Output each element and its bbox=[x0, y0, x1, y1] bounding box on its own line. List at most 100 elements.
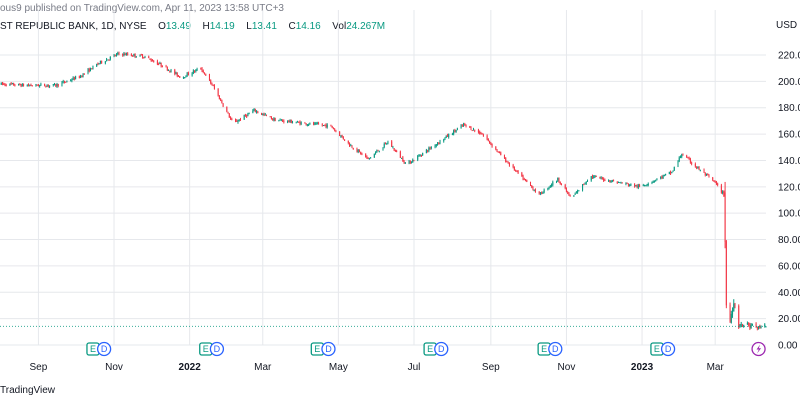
candle bbox=[583, 183, 585, 186]
candle bbox=[604, 178, 606, 182]
candle-body bbox=[534, 189, 536, 193]
candle bbox=[344, 139, 346, 142]
candle bbox=[20, 83, 22, 88]
candle bbox=[125, 52, 127, 56]
candle-body bbox=[83, 73, 85, 75]
candle bbox=[482, 133, 484, 137]
candle-body bbox=[764, 324, 766, 327]
candle-body bbox=[254, 109, 256, 112]
y-tick-label: 220.00 bbox=[778, 51, 800, 62]
candle-body bbox=[65, 81, 67, 83]
candle-body bbox=[339, 131, 341, 137]
x-tick-label: Mar bbox=[707, 362, 725, 373]
candle-body bbox=[422, 152, 424, 156]
candle bbox=[610, 180, 612, 183]
candle-body bbox=[283, 120, 285, 122]
candle-body bbox=[373, 153, 375, 158]
symbol-name: ST REPUBLIC BANK, 1D, NYSE bbox=[0, 21, 147, 32]
candle-body bbox=[402, 157, 404, 162]
candle bbox=[704, 172, 706, 177]
candle-body bbox=[448, 134, 450, 138]
candle-body bbox=[166, 67, 168, 71]
candle bbox=[599, 176, 601, 179]
candle-body bbox=[370, 157, 372, 159]
candle-body bbox=[263, 114, 265, 116]
candle-body bbox=[759, 326, 761, 329]
candle bbox=[760, 325, 762, 329]
candle-body bbox=[187, 72, 189, 75]
candle bbox=[279, 118, 281, 121]
candle-body bbox=[533, 190, 535, 192]
candle-body bbox=[300, 122, 302, 124]
candle-body bbox=[497, 151, 499, 153]
time-axis[interactable]: Sep Nov 2022 Mar May Jul Sep Nov 2023 Mar bbox=[30, 362, 725, 373]
candle bbox=[722, 190, 724, 195]
candle bbox=[549, 184, 551, 188]
candle-body bbox=[140, 54, 142, 56]
candle bbox=[273, 117, 275, 122]
candle bbox=[600, 176, 602, 180]
candle bbox=[521, 171, 523, 177]
candle-body bbox=[575, 192, 577, 194]
candle bbox=[70, 79, 72, 82]
candle bbox=[456, 127, 458, 131]
candle-body bbox=[662, 175, 664, 179]
candle bbox=[326, 123, 328, 129]
candle-body bbox=[160, 62, 162, 67]
candle-body bbox=[5, 84, 7, 86]
event-badge bbox=[96, 341, 112, 357]
candle bbox=[505, 157, 507, 163]
candle bbox=[99, 60, 101, 65]
candle-body bbox=[47, 84, 49, 87]
candle-body bbox=[200, 68, 202, 70]
candle-body bbox=[127, 53, 129, 55]
candle-body bbox=[565, 187, 567, 192]
candle bbox=[376, 149, 378, 153]
candle-body bbox=[455, 129, 457, 133]
candle-body bbox=[465, 124, 467, 126]
candle bbox=[661, 175, 663, 180]
candle bbox=[629, 183, 631, 187]
candle bbox=[644, 184, 646, 187]
currency-label: USD bbox=[776, 20, 798, 31]
candle bbox=[548, 186, 550, 190]
candle bbox=[200, 67, 202, 70]
candle-body bbox=[125, 53, 127, 55]
candle-body bbox=[185, 76, 187, 78]
candle bbox=[282, 119, 284, 123]
candle-body bbox=[559, 181, 561, 185]
x-tick-label: Nov bbox=[558, 362, 576, 373]
candle-body bbox=[10, 83, 12, 85]
candle bbox=[96, 63, 98, 67]
candle-body bbox=[637, 185, 639, 188]
candle-body bbox=[560, 184, 563, 186]
x-tick-label: Jul bbox=[408, 362, 421, 373]
candle-body bbox=[316, 123, 318, 125]
tradingview-brand: TradingView bbox=[0, 385, 56, 396]
candle bbox=[712, 176, 714, 182]
candle bbox=[46, 84, 48, 87]
candle-body bbox=[20, 84, 22, 87]
candle-body bbox=[756, 326, 758, 329]
candle-body bbox=[729, 304, 731, 322]
candle-body bbox=[477, 130, 479, 133]
candle-body bbox=[156, 61, 158, 65]
candle bbox=[393, 148, 395, 152]
candle bbox=[109, 56, 111, 61]
candle-body bbox=[517, 170, 519, 174]
candle-body bbox=[621, 182, 623, 184]
candle-body bbox=[495, 146, 497, 150]
candle bbox=[515, 169, 517, 172]
high-label: H bbox=[202, 21, 210, 32]
candle bbox=[435, 144, 437, 148]
candle bbox=[98, 63, 100, 65]
candle bbox=[542, 191, 544, 194]
candle-body bbox=[516, 170, 518, 172]
candle bbox=[593, 175, 595, 179]
candle-body bbox=[578, 190, 580, 192]
candle-body bbox=[228, 113, 230, 118]
price-axis[interactable]: 0.00 20.00 40.00 60.00 80.00 100.00 120.00 140.… bbox=[778, 51, 800, 352]
candle bbox=[386, 142, 388, 145]
candle-body bbox=[542, 192, 544, 194]
